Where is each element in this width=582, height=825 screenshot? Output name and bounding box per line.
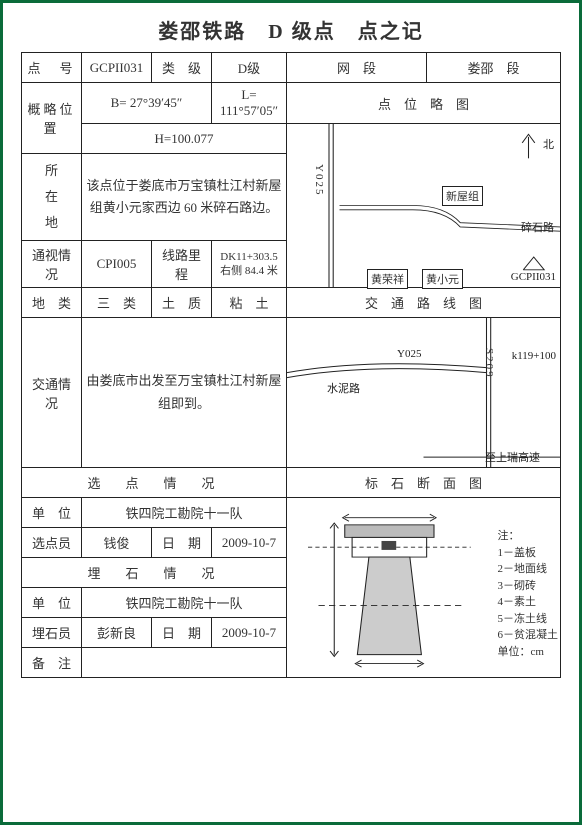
cell-note-label: 备 注 [22,648,82,678]
cell-bury-header: 埋 石 情 况 [22,558,287,588]
sk1-stone: 碎石路 [521,219,554,235]
cell-land-c4: 粘 土 [212,288,287,318]
sk1-box2: 黄荣祥 [367,269,408,289]
cell-sel-c4: 2009-10-7 [212,528,287,558]
cell-org1-label: 单 位 [22,498,82,528]
cell-note-val [82,648,287,678]
cell-point-no: GCPII031 [82,53,152,83]
cell-bury-c2: 彭新良 [82,618,152,648]
page-title: 娄邵铁路 D 级点 点之记 [21,15,561,44]
cell-org2-val: 铁四院工勘院十一队 [82,588,287,618]
cell-org2-label: 单 位 [22,588,82,618]
main-table: 点 号 GCPII031 类 级 D级 网 段 娄邵 段 概略位置 B= 27°… [21,52,561,678]
cell-l: L= 111°57′05″ [212,83,287,124]
sk1-box1: 新屋组 [442,186,483,206]
cell-select-header: 选 点 情 况 [22,468,287,498]
cell-land-c1: 地 类 [22,288,82,318]
cell-traffic-map-header: 交 通 路 线 图 [287,288,561,318]
sk1-road: Y025 [313,164,325,196]
cell-h: H=100.077 [82,124,287,154]
cell-land-c2: 三 类 [82,288,152,318]
cell-map-header: 点 位 略 图 [287,83,561,124]
cell-sight-l2: 线路里程 [152,241,212,288]
sketch-location: Y025 北 新屋组 碎石路 黄荣祥 黄小元 GCPII031 [287,124,561,288]
cell-b: B= 27°39′45″ [82,83,212,124]
sketch-cross: 注： 1－盖板 2－地面线 3－砌砖 4－素土 5－冻土线 6－贫混凝土 单位：… [287,498,561,678]
sk2-hwy: S209 [483,348,495,379]
cell-sel-c1: 选点员 [22,528,82,558]
sk1-north: 北 [543,136,554,152]
cell-loc-text: 该点位于娄底市万宝镇杜江村新屋组黄小元家西边 60 米碎石路边。 [82,154,287,241]
cell-net-label: 网 段 [287,53,427,83]
cell-bury-c1: 埋石员 [22,618,82,648]
cell-traffic-label: 交通情况 [22,318,82,468]
cell-sight-v1: CPI005 [82,241,152,288]
cell-class: D级 [212,53,287,83]
sk2-cement: 水泥路 [327,380,360,396]
cell-land-c3: 土 质 [152,288,212,318]
sketch-traffic: Y025 水泥路 S209 k119+100 至上瑞高速 [287,318,561,468]
cell-sel-c3: 日 期 [152,528,212,558]
sk1-box3: 黄小元 [422,269,463,289]
sk2-bottom: 至上瑞高速 [485,449,540,465]
cell-sight-v2: DK11+303.5 右侧 84.4 米 [212,241,287,288]
cell-traffic-text: 由娄底市出发至万宝镇杜江村新屋组即到。 [82,318,287,468]
cell-net: 娄邵 段 [427,53,561,83]
cross-legend: 注： 1－盖板 2－地面线 3－砌砖 4－素土 5－冻土线 6－贫混凝土 单位：… [498,528,559,660]
cell-sel-c2: 钱俊 [82,528,152,558]
cell-loc-label: 所 在 地 [22,154,82,241]
cell-sight-label: 通视情况 [22,241,82,288]
cell-org1-val: 铁四院工勘院十一队 [82,498,287,528]
cell-approx-label: 概略位置 [22,83,82,154]
cell-point-no-label: 点 号 [22,53,82,83]
cell-bury-c3: 日 期 [152,618,212,648]
sk2-road: Y025 [397,348,421,360]
cell-cross-header: 标 石 断 面 图 [287,468,561,498]
sk2-km: k119+100 [512,350,556,362]
sk1-pointid: GCPII031 [511,271,556,283]
cell-bury-c4: 2009-10-7 [212,618,287,648]
cell-class-label: 类 级 [152,53,212,83]
